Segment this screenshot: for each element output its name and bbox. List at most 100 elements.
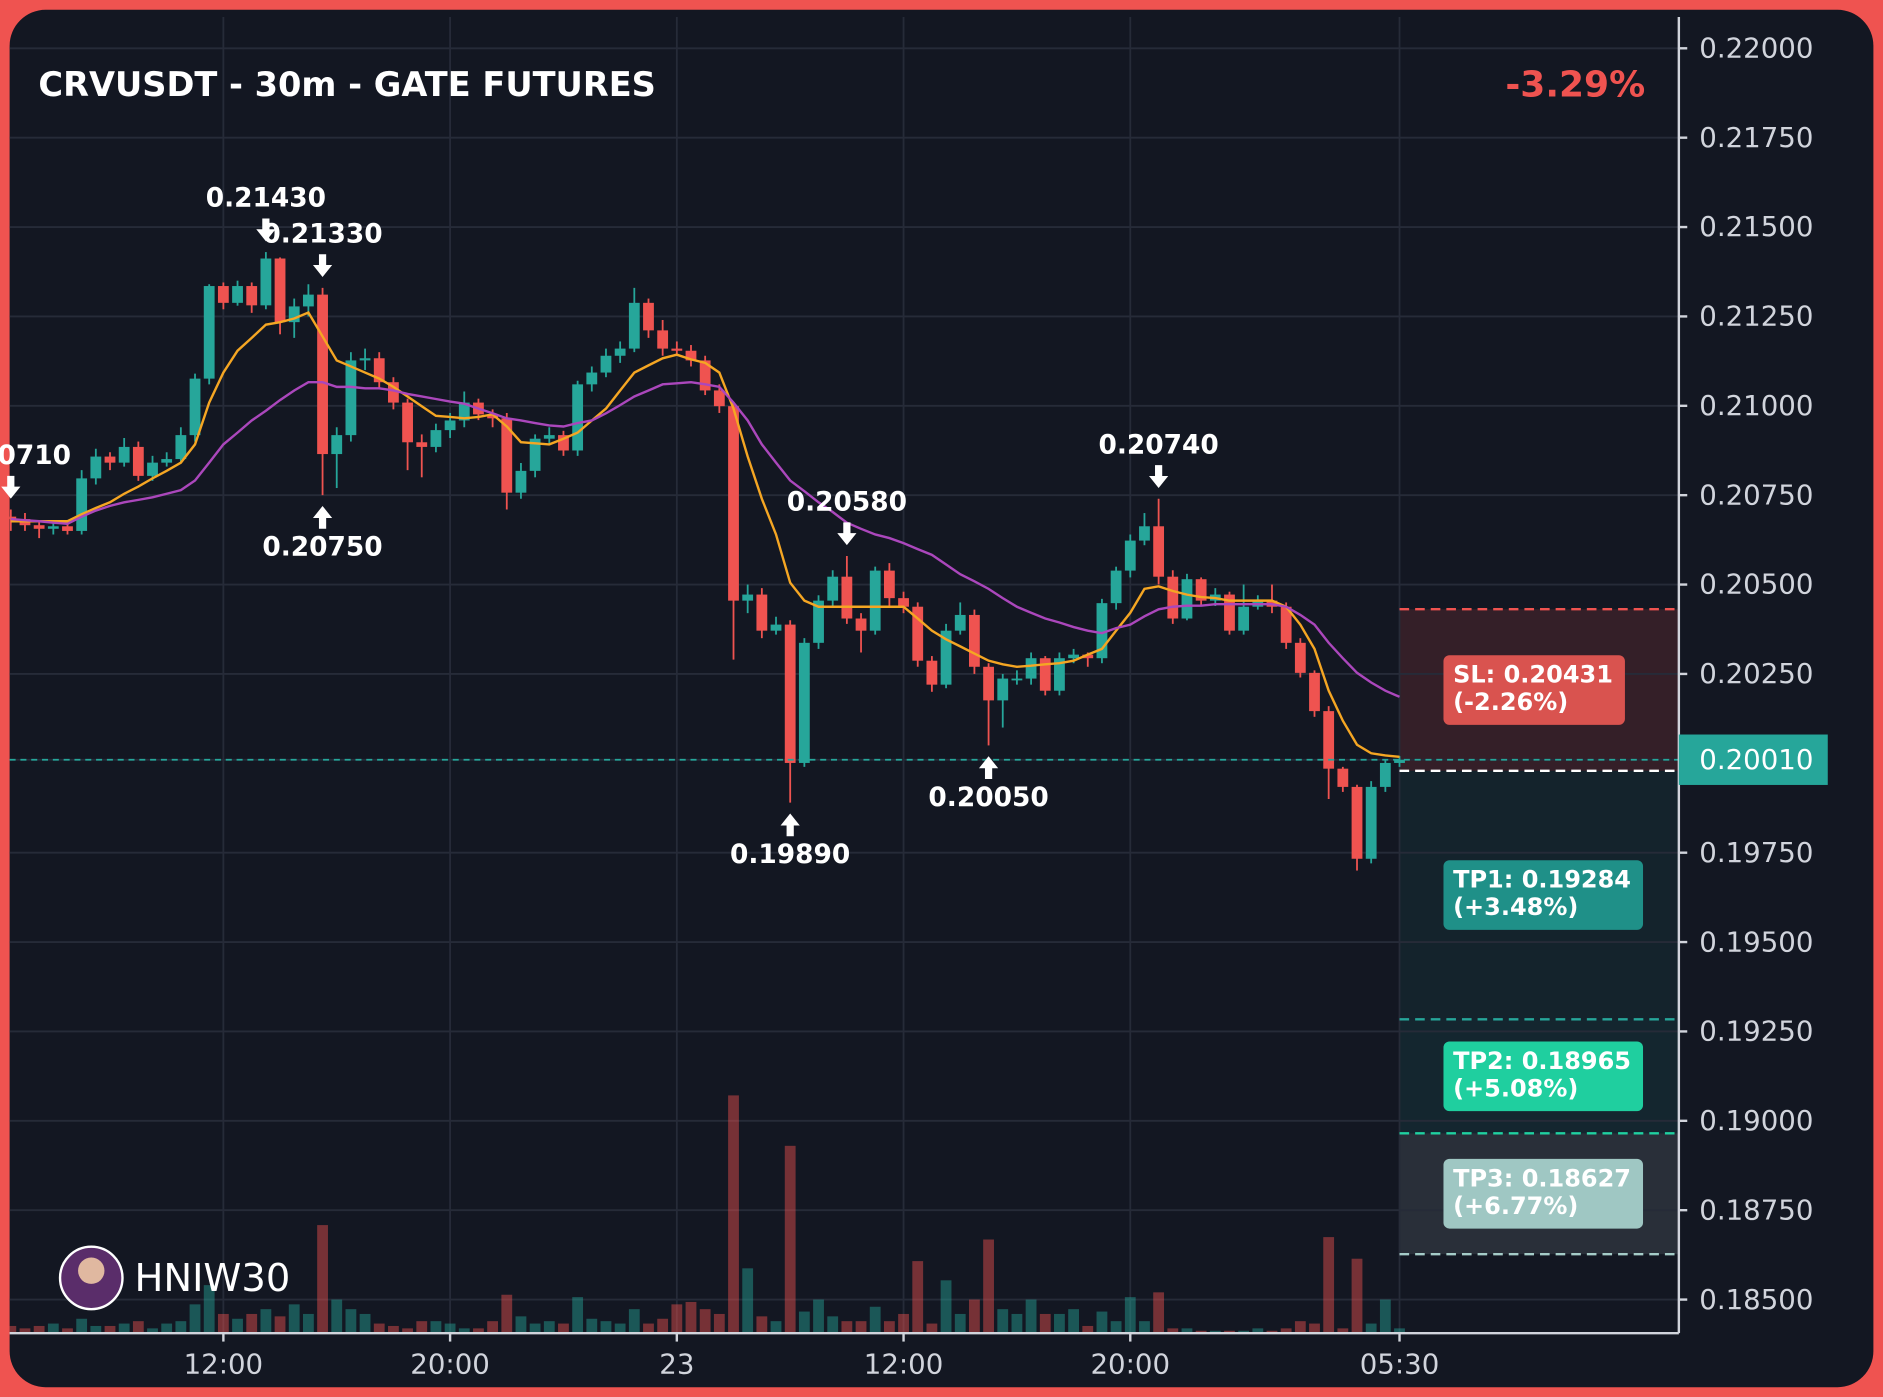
candle-body xyxy=(1068,654,1080,659)
volume-bar xyxy=(47,1323,59,1334)
candle-body xyxy=(444,420,456,431)
volume-bar xyxy=(473,1328,484,1334)
y-tick-label: 0.20010 xyxy=(1699,743,1813,776)
candle-body xyxy=(643,302,654,331)
candle-body xyxy=(487,414,499,419)
candle-body xyxy=(1337,768,1349,787)
annotation-label: 0.20050 xyxy=(928,782,1048,813)
candle-body xyxy=(770,624,782,631)
candle-body xyxy=(118,446,130,463)
volume-bar xyxy=(1394,1328,1405,1334)
volume-bar xyxy=(1082,1325,1094,1334)
y-tick-label: 0.19500 xyxy=(1699,925,1813,958)
candle-body xyxy=(345,360,357,436)
candle-body xyxy=(1124,540,1136,571)
x-tick-label: 23 xyxy=(659,1348,694,1381)
volume-bar xyxy=(19,1328,31,1334)
volume-bar xyxy=(104,1325,116,1334)
candle-body xyxy=(713,390,725,407)
x-tick-label: 05:30 xyxy=(1360,1348,1440,1381)
volume-bar xyxy=(1294,1321,1306,1334)
level-tag xyxy=(1443,1158,1644,1229)
candle-body xyxy=(388,382,399,403)
volume-bar xyxy=(912,1261,924,1334)
annotation-label: 0.21330 xyxy=(262,218,382,249)
volume-bar xyxy=(1139,1321,1150,1334)
volume-bar xyxy=(487,1321,499,1334)
candle-body xyxy=(898,598,909,607)
volume-bar xyxy=(954,1313,966,1334)
candle-body xyxy=(359,358,371,361)
volume-bar xyxy=(742,1268,754,1334)
axis-labels: 0.22000 0.21750 0.21500 0.21250 0.21000 0.207… xyxy=(184,31,1828,1381)
y-tick-label: 0.18500 xyxy=(1699,1283,1813,1316)
volume-bar xyxy=(402,1328,413,1334)
candle-body xyxy=(1323,711,1335,769)
volume-bar xyxy=(33,1325,45,1334)
volume xyxy=(9,1095,1405,1334)
level-change: (+3.48%) xyxy=(1453,893,1578,921)
candle-body xyxy=(62,526,73,531)
volume-bar xyxy=(118,1323,130,1334)
level-tag xyxy=(1443,1041,1644,1112)
volume-bar xyxy=(1068,1309,1080,1334)
volume-bar xyxy=(671,1304,683,1334)
level-label: TP2: 0.18965 xyxy=(1453,1047,1631,1075)
y-tick-label: 0.21250 xyxy=(1699,300,1813,333)
candle-body xyxy=(331,435,343,455)
level-tag xyxy=(1443,860,1644,930)
candle-body xyxy=(543,435,555,439)
candle-body xyxy=(1224,594,1235,631)
indicators xyxy=(10,311,1400,759)
volume-bar xyxy=(558,1323,569,1334)
volume-bar xyxy=(869,1306,881,1334)
candle-body xyxy=(841,576,853,619)
candle-body xyxy=(912,606,924,661)
volume-bar xyxy=(983,1239,994,1334)
x-tick-label: 12:00 xyxy=(864,1348,944,1381)
candle-body xyxy=(246,286,258,306)
candle-body xyxy=(288,306,300,323)
volume-bar xyxy=(728,1095,739,1334)
candle-body xyxy=(1379,762,1391,787)
candle-body xyxy=(274,258,286,323)
chart-title: CRVUSDT - 30m - GATE FUTURES xyxy=(38,65,655,104)
annotation-arrow xyxy=(312,505,333,529)
x-tick-label: 20:00 xyxy=(1090,1348,1170,1381)
level-label: SL: 0.20431 xyxy=(1453,661,1613,689)
volume-bar xyxy=(1309,1323,1320,1334)
volume-bar xyxy=(1039,1313,1051,1334)
volume-bar xyxy=(614,1323,626,1334)
y-tick-label: 0.20750 xyxy=(1699,478,1813,511)
level-change: (+6.77%) xyxy=(1453,1192,1578,1220)
y-tick-label: 0.19000 xyxy=(1699,1104,1813,1137)
volume-bar xyxy=(969,1299,980,1334)
candle-body xyxy=(76,478,88,531)
level-tag xyxy=(1443,655,1625,725)
candle-body xyxy=(317,294,328,455)
volume-bar xyxy=(444,1323,456,1334)
candle-body xyxy=(416,442,428,447)
volume-bar xyxy=(288,1304,300,1334)
levels: SL: 0.20431(-2.26%) TP1: 0.19284(+3.48%) T… xyxy=(9,608,1679,1256)
volume-bar xyxy=(643,1323,654,1334)
candle-body xyxy=(1110,570,1122,604)
y-tick-label: 0.20500 xyxy=(1699,568,1813,601)
candle-body xyxy=(1011,678,1023,681)
volume-bar xyxy=(529,1323,541,1334)
candle-body xyxy=(586,372,598,385)
candle-body xyxy=(161,459,173,463)
volume-bar xyxy=(76,1318,88,1334)
volume-bar xyxy=(147,1328,158,1334)
volume-bar xyxy=(260,1309,272,1334)
volume-bar xyxy=(997,1309,1009,1334)
annotation-label: 0.21430 xyxy=(206,183,326,214)
candle-body xyxy=(1039,658,1051,691)
volume-bar xyxy=(699,1309,711,1334)
volume-bar xyxy=(1011,1313,1023,1334)
candle-body xyxy=(1195,579,1207,601)
candle-body xyxy=(558,435,569,451)
candle-body xyxy=(260,258,272,306)
annotation-label: 0.20750 xyxy=(262,532,382,563)
volume-bar xyxy=(784,1145,796,1334)
